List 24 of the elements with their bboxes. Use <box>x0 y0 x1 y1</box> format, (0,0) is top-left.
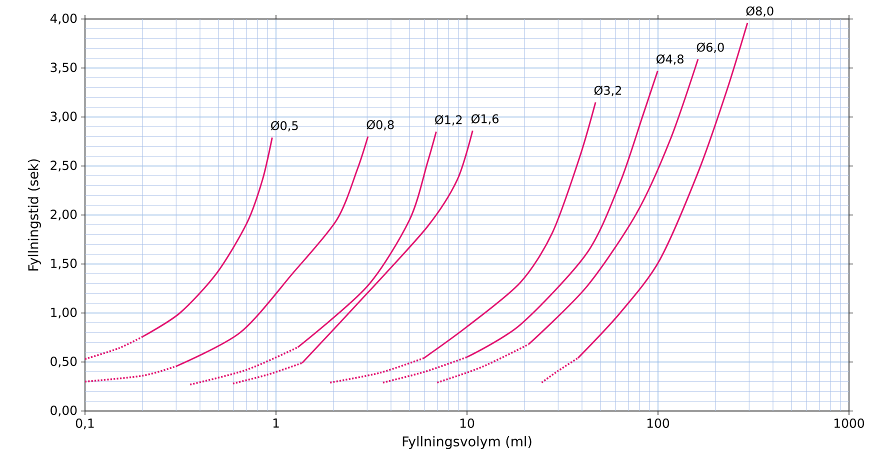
series-label: Ø6,0 <box>696 42 724 53</box>
y-axis-title: Fyllningstid (sek) <box>28 159 41 270</box>
y-tick-label: 2,50 <box>50 160 77 172</box>
y-tick-label: 3,50 <box>50 62 77 74</box>
series-label: Ø8,0 <box>746 6 774 17</box>
y-tick-label: 0,50 <box>50 356 77 368</box>
series-label: Ø0,8 <box>366 120 394 130</box>
x-tick-label: 10 <box>460 418 474 428</box>
series-label: Ø1,6 <box>471 114 498 125</box>
y-tick-label: 2,00 <box>50 210 77 220</box>
series-label: Ø1,2 <box>435 115 462 126</box>
x-tick-label: 1000 <box>834 418 864 428</box>
series-label: Ø4,8 <box>656 54 684 65</box>
series-label: Ø0,5 <box>270 120 298 132</box>
y-tick-label: 3,00 <box>50 112 77 122</box>
x-tick-label: 0,1 <box>76 418 94 430</box>
y-tick-label: 1,00 <box>51 308 77 318</box>
series-label: Ø3,2 <box>594 86 621 96</box>
x-tick-label: 100 <box>647 418 670 428</box>
y-tick-label: 4,00 <box>50 14 77 24</box>
y-tick-label: 1,50 <box>51 258 77 270</box>
x-tick-label: 1 <box>273 418 279 428</box>
y-tick-label: 0,00 <box>50 406 77 416</box>
x-axis-title: Fyllningsvolym (ml) <box>402 436 532 450</box>
